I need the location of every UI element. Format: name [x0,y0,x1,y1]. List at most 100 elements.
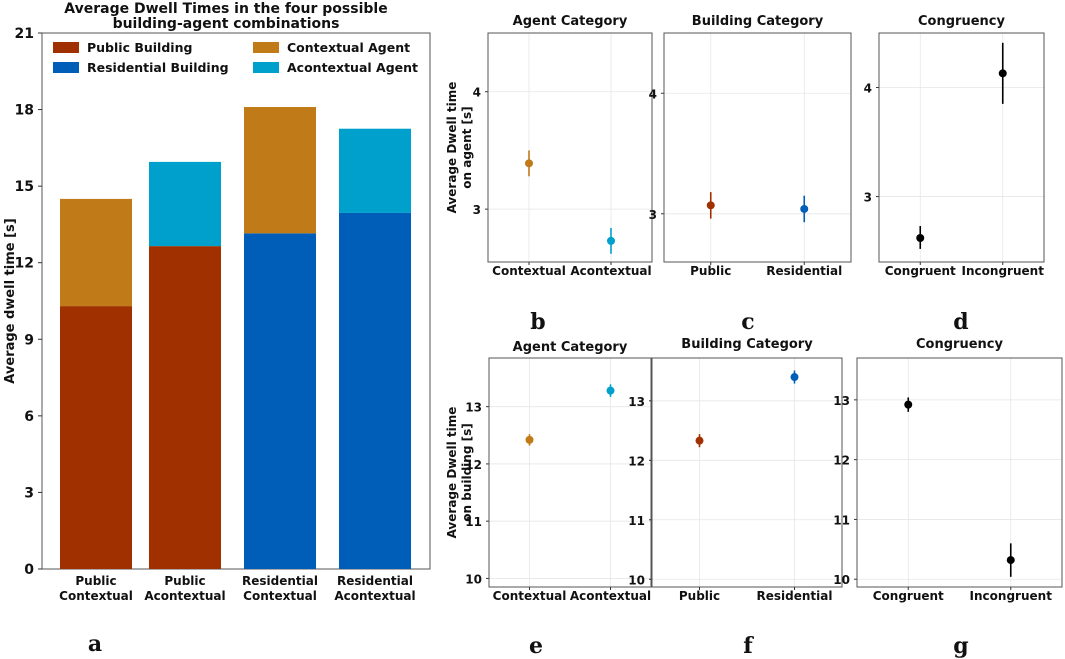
data-point [607,236,615,245]
chart-b-ylabel-line2: on agent [s] [460,106,474,188]
chart-a-ytick-label: 12 [15,256,34,272]
chart-g-xtick-label: Incongruent [970,589,1053,603]
chart-a-ytick-label: 0 [24,562,34,578]
data-point [998,69,1007,78]
chart-a-title-line2: building-agent combinations [113,16,340,32]
chart-d-frame [878,32,1045,263]
panel-label-a: a [88,631,102,657]
chart-d-title: Congruency [918,14,1005,29]
bar-category-label-line2: Contextual [59,589,133,603]
legend-swatch [53,42,79,53]
chart-a-ytick-label: 21 [15,26,34,42]
chart-f-title: Building Category [681,337,813,352]
data-point [1006,556,1015,565]
chart-b-ytick-label: 3 [473,203,481,217]
bar-agent [339,128,411,213]
chart-c-ytick-label: 3 [649,208,657,222]
bar-building [244,233,316,569]
chart-e-frame [488,357,652,588]
bar-agent [149,161,221,247]
chart-g-title: Congruency [916,337,1003,352]
data-point [695,436,704,445]
chart-c-frame [663,32,852,263]
bar-category-label-line1: Public [75,574,116,588]
chart-g-ytick-label: 12 [833,454,850,468]
chart-e-ytick-label: 12 [465,458,482,472]
chart-d-xtick-label: Incongruent [962,264,1045,278]
data-point [790,373,799,382]
chart-e-xtick-label: Contextual [493,589,567,603]
chart-d-ytick-label: 4 [864,82,872,96]
legend-swatch [253,42,279,53]
data-point [800,204,809,213]
legend-label: Public Building [87,40,192,55]
chart-a-ytick-label: 6 [24,409,34,425]
chart-b-xtick-label: Contextual [492,264,566,278]
chart-a-ylabel: Average dwell time [s] [3,218,18,383]
legend-swatch [53,62,79,73]
panel-label-f: f [743,633,754,659]
bar-category-label-line1: Residential [337,574,413,588]
chart-f-frame [651,357,843,588]
chart-a-title: Average Dwell Times in the four possible [64,1,387,17]
legend-label: Contextual Agent [287,40,410,55]
chart-e-ylabel-line2: on building [s] [460,423,474,521]
bar-category-label-line1: Residential [242,574,318,588]
chart-a-ytick-label: 18 [15,103,34,119]
bar-agent [60,198,132,307]
chart-f-ytick-label: 12 [628,454,645,468]
bar-category-label-line1: Public [164,574,205,588]
chart-a-ytick-label: 3 [24,485,34,501]
chart-g-frame [856,357,1063,588]
legend-swatch [253,62,279,73]
chart-d-xtick-label: Congruent [885,264,956,278]
chart-e-ytick-label: 13 [465,401,482,415]
chart-e-ytick-label: 11 [465,515,482,529]
chart-a-ytick-label: 9 [24,332,34,348]
chart-a-frame [41,32,431,570]
legend-label: Residential Building [87,60,229,75]
data-point [706,201,715,210]
data-point [904,400,913,409]
panel-label-b: b [530,309,545,335]
panel-label-g: g [953,633,968,659]
chart-f-xtick-label: Public [679,589,720,603]
chart-b-title: Agent Category [513,14,628,29]
bar-agent [244,107,316,234]
bar-category-label-line2: Acontextual [334,589,415,603]
chart-b-ylabel-line1: Average Dwell time [445,82,459,214]
chart-f-ytick-label: 11 [628,514,645,528]
chart-f-ytick-label: 10 [628,573,645,587]
panel-label-d: d [953,309,968,335]
panel-label-e: e [529,633,543,659]
chart-b-xtick-label: Acontextual [570,264,651,278]
chart-c-xtick-label: Residential [766,264,842,278]
chart-e-ytick-label: 10 [465,572,482,586]
data-point [916,234,925,243]
chart-b-ytick-label: 4 [473,86,481,100]
chart-a-ytick-label: 15 [15,179,34,195]
chart-d-ytick-label: 3 [864,191,872,205]
bar-building [149,246,221,569]
chart-f-xtick-label: Residential [757,589,833,603]
chart-c-xtick-label: Public [690,264,731,278]
chart-g-ytick-label: 13 [833,394,850,408]
chart-e-xtick-label: Acontextual [570,589,651,603]
data-point [606,386,615,395]
chart-e-title: Agent Category [513,340,628,355]
chart-f-ytick-label: 13 [628,395,645,409]
legend-label: Acontextual Agent [287,60,418,75]
bar-building [60,306,132,569]
bar-category-label-line2: Contextual [243,589,317,603]
bar-category-label-line2: Acontextual [144,589,225,603]
chart-e-ylabel-line1: Average Dwell time [445,407,459,539]
panel-label-c: c [741,309,754,335]
chart-g-ytick-label: 11 [833,513,850,527]
chart-g-xtick-label: Congruent [873,589,944,603]
chart-g-ytick-label: 10 [833,573,850,587]
data-point [525,435,534,444]
chart-c-ytick-label: 4 [649,87,657,101]
bar-building [339,212,411,569]
chart-c-title: Building Category [692,14,824,29]
